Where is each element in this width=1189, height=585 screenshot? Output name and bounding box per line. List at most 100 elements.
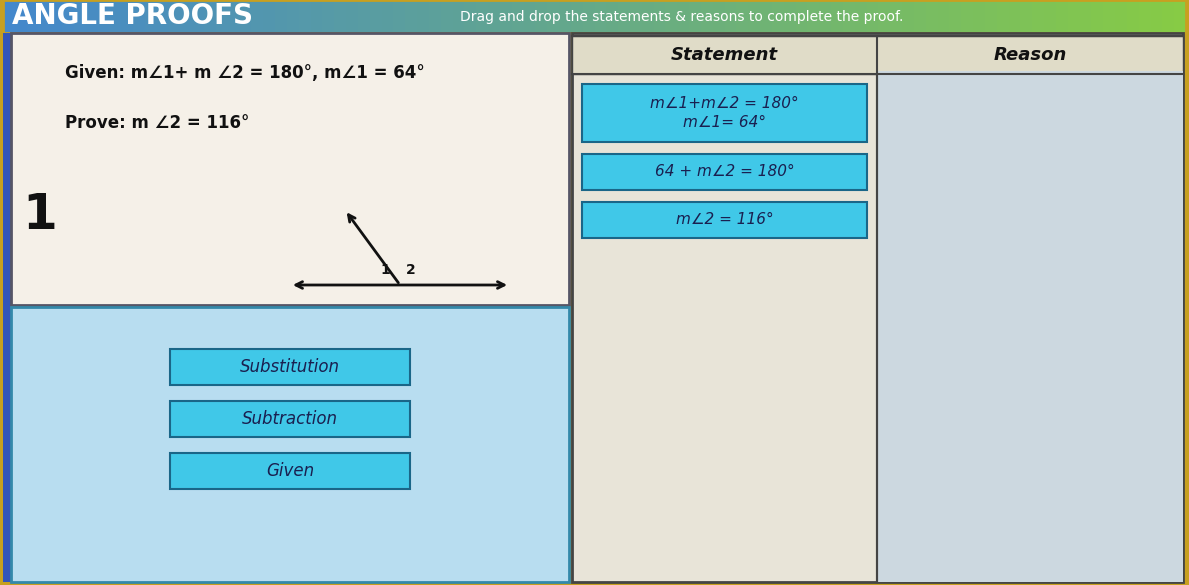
FancyBboxPatch shape: [1092, 0, 1105, 33]
FancyBboxPatch shape: [477, 0, 489, 33]
Text: ANGLE PROOFS: ANGLE PROOFS: [12, 2, 253, 30]
FancyBboxPatch shape: [736, 0, 749, 33]
FancyBboxPatch shape: [1151, 0, 1163, 33]
FancyBboxPatch shape: [62, 0, 75, 33]
FancyBboxPatch shape: [855, 0, 868, 33]
FancyBboxPatch shape: [760, 0, 773, 33]
FancyBboxPatch shape: [795, 0, 809, 33]
FancyBboxPatch shape: [310, 0, 323, 33]
FancyBboxPatch shape: [654, 0, 667, 33]
FancyBboxPatch shape: [157, 0, 170, 33]
FancyBboxPatch shape: [973, 0, 986, 33]
FancyBboxPatch shape: [465, 0, 477, 33]
FancyBboxPatch shape: [926, 0, 938, 33]
FancyBboxPatch shape: [666, 0, 678, 33]
FancyBboxPatch shape: [642, 0, 655, 33]
FancyBboxPatch shape: [322, 0, 335, 33]
FancyBboxPatch shape: [877, 71, 1183, 582]
Text: Substitution: Substitution: [240, 358, 340, 376]
Text: m∠2 = 116°: m∠2 = 116°: [675, 212, 773, 228]
FancyBboxPatch shape: [417, 0, 430, 33]
FancyBboxPatch shape: [784, 0, 797, 33]
FancyBboxPatch shape: [1056, 0, 1069, 33]
FancyBboxPatch shape: [559, 0, 572, 33]
FancyBboxPatch shape: [382, 0, 395, 33]
Text: Subtraction: Subtraction: [243, 410, 338, 428]
FancyBboxPatch shape: [4, 33, 11, 582]
FancyBboxPatch shape: [581, 202, 867, 238]
FancyBboxPatch shape: [618, 0, 631, 33]
FancyBboxPatch shape: [86, 0, 99, 33]
Text: 1: 1: [380, 263, 390, 277]
FancyBboxPatch shape: [405, 0, 419, 33]
FancyBboxPatch shape: [879, 0, 892, 33]
FancyBboxPatch shape: [843, 0, 856, 33]
FancyBboxPatch shape: [4, 0, 15, 33]
FancyBboxPatch shape: [298, 0, 312, 33]
Text: Drag and drop the statements & reasons to complete the proof.: Drag and drop the statements & reasons t…: [460, 9, 904, 23]
FancyBboxPatch shape: [583, 0, 596, 33]
FancyBboxPatch shape: [914, 0, 926, 33]
Text: Prove: m ∠2 = 116°: Prove: m ∠2 = 116°: [65, 114, 250, 132]
FancyBboxPatch shape: [961, 0, 974, 33]
FancyBboxPatch shape: [11, 307, 570, 582]
FancyBboxPatch shape: [170, 349, 410, 385]
FancyBboxPatch shape: [1020, 0, 1033, 33]
Text: m∠1+m∠2 = 180°
m∠1= 64°: m∠1+m∠2 = 180° m∠1= 64°: [650, 95, 799, 130]
Text: Reason: Reason: [993, 46, 1067, 64]
FancyBboxPatch shape: [38, 0, 51, 33]
FancyBboxPatch shape: [581, 154, 867, 190]
FancyBboxPatch shape: [205, 0, 216, 33]
FancyBboxPatch shape: [1080, 0, 1093, 33]
FancyBboxPatch shape: [216, 0, 228, 33]
FancyBboxPatch shape: [228, 0, 240, 33]
FancyBboxPatch shape: [181, 0, 194, 33]
FancyBboxPatch shape: [678, 0, 690, 33]
FancyBboxPatch shape: [702, 0, 713, 33]
FancyBboxPatch shape: [441, 0, 453, 33]
FancyBboxPatch shape: [1008, 0, 1021, 33]
FancyBboxPatch shape: [984, 0, 998, 33]
Text: 64 + m∠2 = 180°: 64 + m∠2 = 180°: [655, 164, 794, 180]
FancyBboxPatch shape: [370, 0, 383, 33]
FancyBboxPatch shape: [1032, 0, 1045, 33]
FancyBboxPatch shape: [511, 0, 524, 33]
FancyBboxPatch shape: [11, 33, 570, 305]
FancyBboxPatch shape: [499, 0, 512, 33]
FancyBboxPatch shape: [547, 0, 560, 33]
FancyBboxPatch shape: [572, 33, 1183, 582]
Text: 2: 2: [405, 263, 416, 277]
FancyBboxPatch shape: [145, 0, 158, 33]
FancyBboxPatch shape: [949, 0, 962, 33]
FancyBboxPatch shape: [1068, 0, 1081, 33]
FancyBboxPatch shape: [1175, 0, 1187, 33]
FancyBboxPatch shape: [97, 0, 111, 33]
FancyBboxPatch shape: [240, 0, 252, 33]
FancyBboxPatch shape: [26, 0, 39, 33]
FancyBboxPatch shape: [121, 0, 134, 33]
FancyBboxPatch shape: [572, 36, 1183, 74]
FancyBboxPatch shape: [169, 0, 182, 33]
FancyBboxPatch shape: [50, 0, 63, 33]
FancyBboxPatch shape: [394, 0, 407, 33]
FancyBboxPatch shape: [74, 0, 87, 33]
FancyBboxPatch shape: [867, 0, 880, 33]
FancyBboxPatch shape: [346, 0, 359, 33]
Text: Given: Given: [266, 462, 314, 480]
FancyBboxPatch shape: [193, 0, 206, 33]
FancyBboxPatch shape: [170, 401, 410, 437]
Text: Statement: Statement: [671, 46, 778, 64]
FancyBboxPatch shape: [690, 0, 702, 33]
FancyBboxPatch shape: [807, 0, 820, 33]
FancyBboxPatch shape: [275, 0, 288, 33]
FancyBboxPatch shape: [1044, 0, 1057, 33]
FancyBboxPatch shape: [263, 0, 276, 33]
FancyBboxPatch shape: [594, 0, 608, 33]
FancyBboxPatch shape: [712, 0, 725, 33]
FancyBboxPatch shape: [1163, 0, 1175, 33]
FancyBboxPatch shape: [1103, 0, 1116, 33]
FancyBboxPatch shape: [819, 0, 832, 33]
FancyBboxPatch shape: [4, 3, 1185, 582]
FancyBboxPatch shape: [630, 0, 643, 33]
FancyBboxPatch shape: [1115, 0, 1128, 33]
